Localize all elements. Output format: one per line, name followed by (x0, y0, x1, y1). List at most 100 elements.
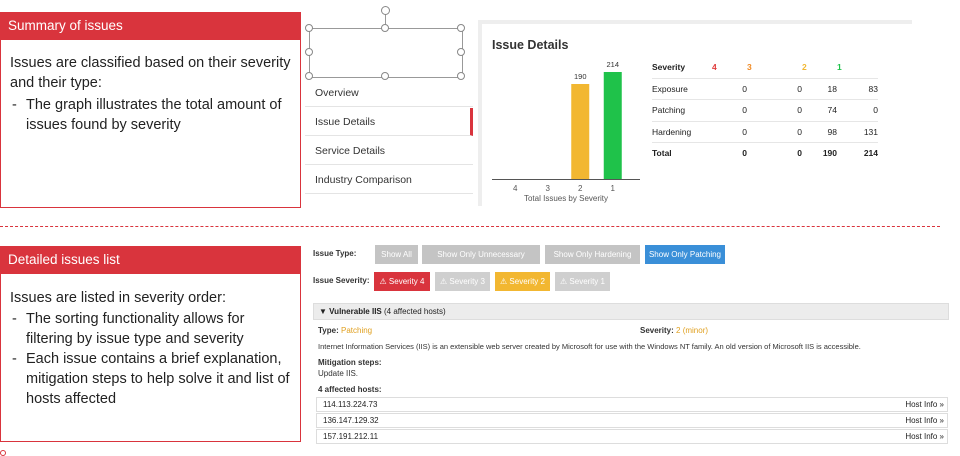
mitigation-label: Mitigation steps: (318, 358, 382, 367)
table-cell: 190 (822, 148, 837, 159)
severity-chart: 4 3 2 190 1 214 Total Issues by Severity (492, 60, 640, 203)
table-header-row: Severity 4 3 2 1 (652, 57, 878, 79)
x-axis-label: Total Issues by Severity (524, 194, 608, 203)
rotate-handle (381, 6, 390, 15)
type-key: Type: (318, 326, 339, 335)
details-panel (478, 20, 912, 206)
issue-severity: Severity: 2 (minor) (640, 326, 708, 335)
host-info-link[interactable]: Host Info » (905, 400, 944, 409)
severity-value: 2 (minor) (676, 326, 709, 335)
severity-label: Issue Severity: (313, 276, 370, 285)
table-row: Hardening 0 0 98 131 (652, 121, 878, 143)
table-row: Total 0 0 190 214 (652, 143, 878, 164)
tab[interactable]: Overview (305, 79, 473, 107)
filter-button[interactable]: Show Only Hardening (545, 245, 640, 264)
warning-icon: ⚠ (379, 277, 389, 286)
issue-hosts-note: (4 affected hosts) (383, 307, 446, 316)
x-tick-label: 4 (513, 184, 518, 193)
severity-button-text: Severity 1 (569, 277, 605, 286)
host-row: 114.113.224.73 Host Info » (316, 397, 948, 412)
tab-active[interactable]: Issue Details (305, 108, 473, 136)
table-cell: Exposure (652, 78, 712, 100)
severity-button[interactable]: ⚠ Severity 1 (555, 272, 610, 291)
issue-name: Vulnerable IIS (329, 307, 382, 316)
rotate-stem (385, 10, 386, 28)
severity-button-text: Severity 3 (449, 277, 485, 286)
table-cell: Severity (652, 57, 712, 79)
summary-bullet: The graph illustrates the total amount o… (10, 95, 295, 135)
host-ip: 136.147.129.32 (323, 416, 379, 425)
filter-button[interactable]: Show Only Unnecessary Exposure (422, 245, 540, 278)
handle (381, 24, 389, 32)
x-tick-label: 1 (611, 184, 616, 193)
warning-icon: ⚠ (440, 277, 450, 286)
detailed-bullet: Each issue contains a brief explanation,… (10, 349, 295, 409)
severity-table: Severity 4 3 2 1 Exposure 0 0 18 83 Patching 0 0 74 0 H… (652, 57, 878, 164)
summary-text: Issues are classified based on their sev… (10, 53, 295, 135)
separator (0, 226, 940, 227)
severity-button-text: Severity 4 (388, 277, 425, 286)
warning-icon: ⚠ (560, 277, 570, 286)
table-cell: 0 (742, 148, 747, 159)
table-cell: 74 (802, 99, 837, 122)
table-cell: Hardening (652, 121, 712, 143)
type-label: Issue Type: (313, 249, 357, 258)
host-ip: 114.113.224.73 (323, 400, 378, 409)
bar-value-label: 190 (574, 72, 587, 81)
summary-title: Summary of issues (0, 12, 301, 40)
x-tick-label: 3 (546, 184, 551, 193)
table-cell: 3 (747, 57, 802, 79)
issue-description: Internet Information Services (IIS) is a… (318, 342, 861, 351)
detailed-bullet: The sorting functionality allows for fil… (10, 309, 295, 349)
table-cell: Total (652, 148, 672, 159)
details-title: Issue Details (492, 38, 569, 52)
warning-icon: ⚠ (500, 277, 510, 286)
severity-button[interactable]: ⚠ Severity 4 (374, 272, 430, 291)
host-info-link[interactable]: Host Info » (905, 416, 944, 425)
detailed-title: Detailed issues list (0, 246, 301, 274)
summary-paragraph: Issues are classified based on their sev… (10, 55, 291, 91)
bar (603, 72, 622, 179)
table-cell: 0 (747, 78, 802, 100)
detailed-paragraph: Issues are listed in severity order: (10, 290, 226, 306)
filter-button-active[interactable]: Show Only Patching (645, 245, 725, 264)
severity-button[interactable]: ⚠ Severity 2 (495, 272, 550, 291)
handle (457, 72, 465, 80)
tab[interactable]: Industry Comparison (305, 166, 473, 194)
table-cell: 0 (837, 99, 878, 122)
host-row: 157.191.212.11 Host Info » (316, 429, 948, 444)
handle (381, 72, 389, 80)
table-cell: 0 (712, 78, 747, 100)
marker (0, 450, 6, 456)
hosts-label: 4 affected hosts: (318, 385, 382, 394)
handle (305, 72, 313, 80)
handle (305, 24, 313, 32)
type-value: Patching (340, 326, 373, 335)
severity-key: Severity: (640, 326, 674, 335)
host-info-link[interactable]: Host Info » (905, 432, 944, 441)
detailed-text: Issues are listed in severity order: The… (10, 288, 295, 409)
tab[interactable]: Service Details (305, 137, 473, 165)
handle (457, 48, 465, 56)
x-tick-label: 2 (578, 184, 583, 193)
issue-header[interactable]: ▼ Vulnerable IIS (4 affected hosts) (313, 303, 949, 320)
expand-icon: ▼ (319, 307, 330, 316)
severity-button-text: Severity 2 (509, 277, 545, 286)
issue-type: Type: Patching (318, 326, 372, 335)
table-cell: Patching (652, 99, 712, 122)
host-row: 136.147.129.32 Host Info » (316, 413, 948, 428)
host-ip: 157.191.212.11 (323, 432, 379, 441)
table-cell: 4 (712, 57, 747, 79)
table-cell: 83 (837, 78, 878, 100)
handle (305, 48, 313, 56)
table-cell: 0 (797, 148, 802, 159)
selection-frame (309, 28, 463, 78)
filter-button[interactable]: Show All (375, 245, 418, 264)
bar (571, 84, 590, 179)
bar-value-label: 214 (606, 60, 619, 69)
severity-button[interactable]: ⚠ Severity 3 (435, 272, 490, 291)
table-cell: 214 (863, 148, 878, 159)
mitigation-text: Update IIS. (318, 369, 359, 378)
handle (457, 24, 465, 32)
